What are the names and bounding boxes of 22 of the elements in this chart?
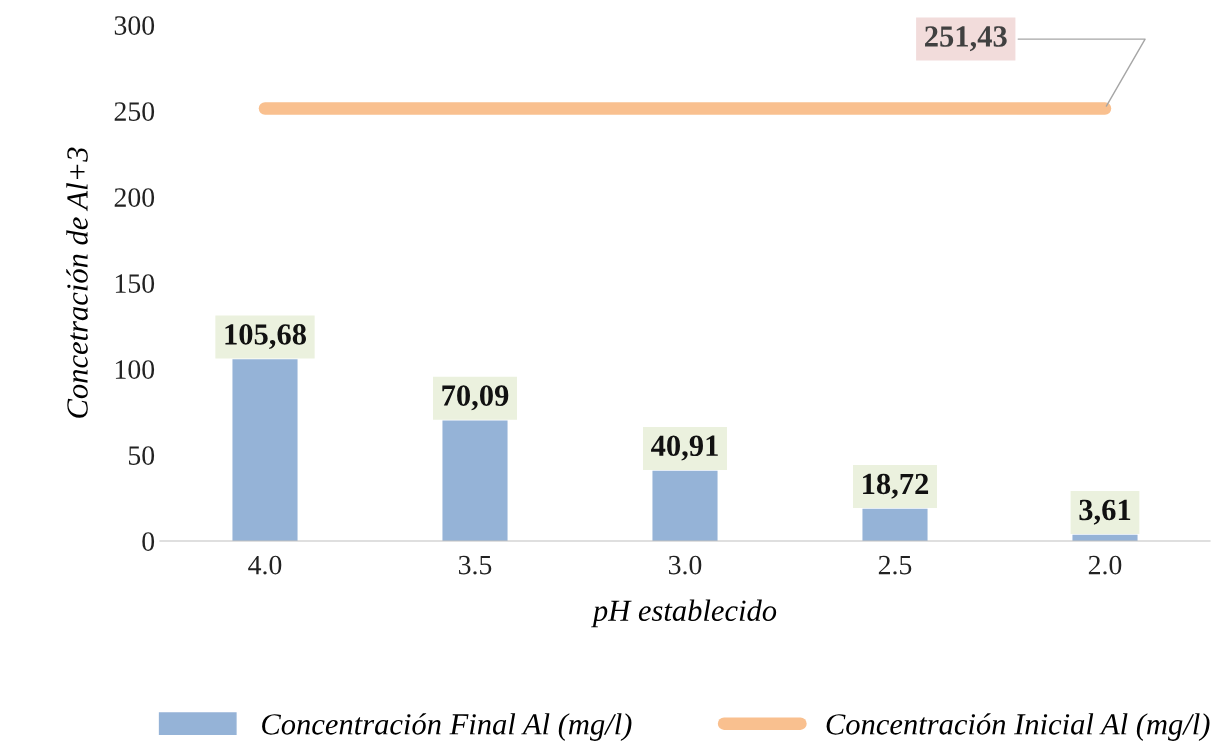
y-tick-label: 100 xyxy=(115,360,155,379)
y-axis-title: Concetración de Al+3 xyxy=(66,147,88,418)
data-label: 251,43 xyxy=(925,26,1007,52)
y-tick-label: 150 xyxy=(115,274,155,293)
y-tick-label: 200 xyxy=(114,188,155,207)
data-label: 3,61 xyxy=(1079,499,1131,525)
data-label: 18,72 xyxy=(863,473,929,499)
legend-label: Concentración Inicial Al (mg/l) xyxy=(826,713,1210,741)
data-label: 105,68 xyxy=(225,324,306,350)
legend-label: Concentración Final Al (mg/l) xyxy=(262,713,632,741)
y-tick-label: 300 xyxy=(114,16,155,35)
y-tick-label: 250 xyxy=(114,102,155,121)
data-label: 70,09 xyxy=(442,385,509,411)
x-tick-label: 3.5 xyxy=(458,555,492,575)
y-tick-label: 0 xyxy=(142,532,155,551)
x-tick-label: 2.5 xyxy=(878,555,912,575)
x-tick-label: 3.0 xyxy=(668,555,702,575)
y-tick-label: 50 xyxy=(128,446,155,465)
x-tick-label: 2.0 xyxy=(1088,555,1122,575)
x-tick-label: 4.0 xyxy=(248,555,282,575)
x-axis-title: pH establecido xyxy=(591,599,777,628)
data-label: 40,91 xyxy=(651,435,718,461)
